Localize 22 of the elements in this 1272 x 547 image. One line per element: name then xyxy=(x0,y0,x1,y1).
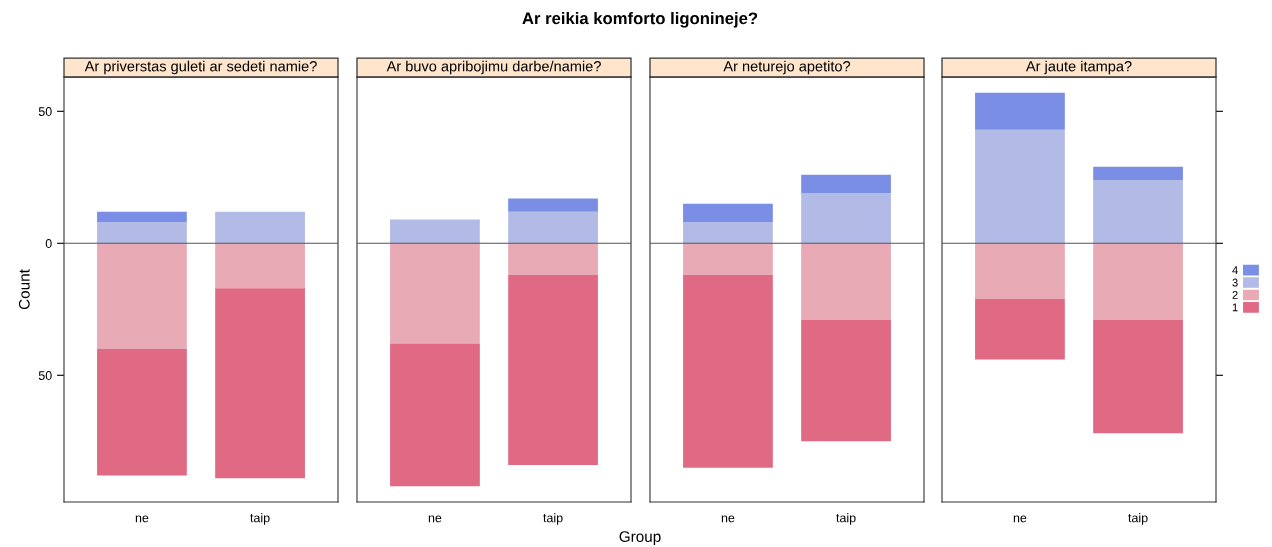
x-tick-label: ne xyxy=(1013,515,1027,523)
legend-label: 4 xyxy=(1232,266,1238,274)
x-tick-label: ne xyxy=(428,515,442,523)
x-tick-label: taip xyxy=(1128,513,1148,525)
x-tick-label: ne xyxy=(135,515,149,523)
legend-label: 1 xyxy=(1232,303,1238,312)
legend-label: 2 xyxy=(1232,291,1238,299)
x-axis-title: Group xyxy=(619,531,661,545)
legend-label: 3 xyxy=(1232,278,1238,287)
y-axis-title: Count xyxy=(18,269,30,310)
x-tick-label: taip xyxy=(250,513,270,525)
x-tick-label: ne xyxy=(721,515,735,523)
y-tick-label: 0 xyxy=(45,239,52,248)
y-tick-label: 50 xyxy=(38,371,52,380)
x-tick-label: taip xyxy=(543,513,563,525)
chart-title: Ar buvo apribojimu darbe/namie? xyxy=(386,60,601,75)
chart-title: Ar neturejo apetito? xyxy=(723,60,851,75)
chart-title: Ar priverstas guleti ar sedeti namie? xyxy=(84,60,317,75)
x-tick-label: taip xyxy=(836,513,856,525)
y-tick-label: 50 xyxy=(38,107,52,116)
text: Ar reikia komforto ligonineje? xyxy=(522,12,758,28)
chart-title: Ar jaute itampa? xyxy=(1025,60,1132,75)
